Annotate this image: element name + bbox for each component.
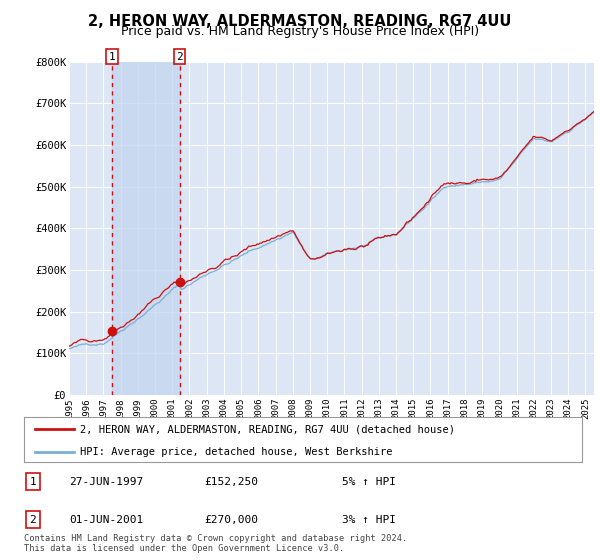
Text: Price paid vs. HM Land Registry's House Price Index (HPI): Price paid vs. HM Land Registry's House … <box>121 25 479 38</box>
Bar <box>112 62 179 395</box>
Text: £270,000: £270,000 <box>204 515 258 525</box>
Text: 2: 2 <box>176 52 183 62</box>
Text: 1: 1 <box>109 52 115 62</box>
Text: 27-JUN-1997: 27-JUN-1997 <box>69 477 143 487</box>
Text: 01-JUN-2001: 01-JUN-2001 <box>69 515 143 525</box>
Text: 2, HERON WAY, ALDERMASTON, READING, RG7 4UU: 2, HERON WAY, ALDERMASTON, READING, RG7 … <box>88 14 512 29</box>
Text: £152,250: £152,250 <box>204 477 258 487</box>
Text: 2: 2 <box>29 515 37 525</box>
Text: HPI: Average price, detached house, West Berkshire: HPI: Average price, detached house, West… <box>80 447 392 457</box>
Text: Contains HM Land Registry data © Crown copyright and database right 2024.
This d: Contains HM Land Registry data © Crown c… <box>24 534 407 553</box>
Text: 5% ↑ HPI: 5% ↑ HPI <box>342 477 396 487</box>
Text: 3% ↑ HPI: 3% ↑ HPI <box>342 515 396 525</box>
Text: 2, HERON WAY, ALDERMASTON, READING, RG7 4UU (detached house): 2, HERON WAY, ALDERMASTON, READING, RG7 … <box>80 424 455 435</box>
Text: 1: 1 <box>29 477 37 487</box>
